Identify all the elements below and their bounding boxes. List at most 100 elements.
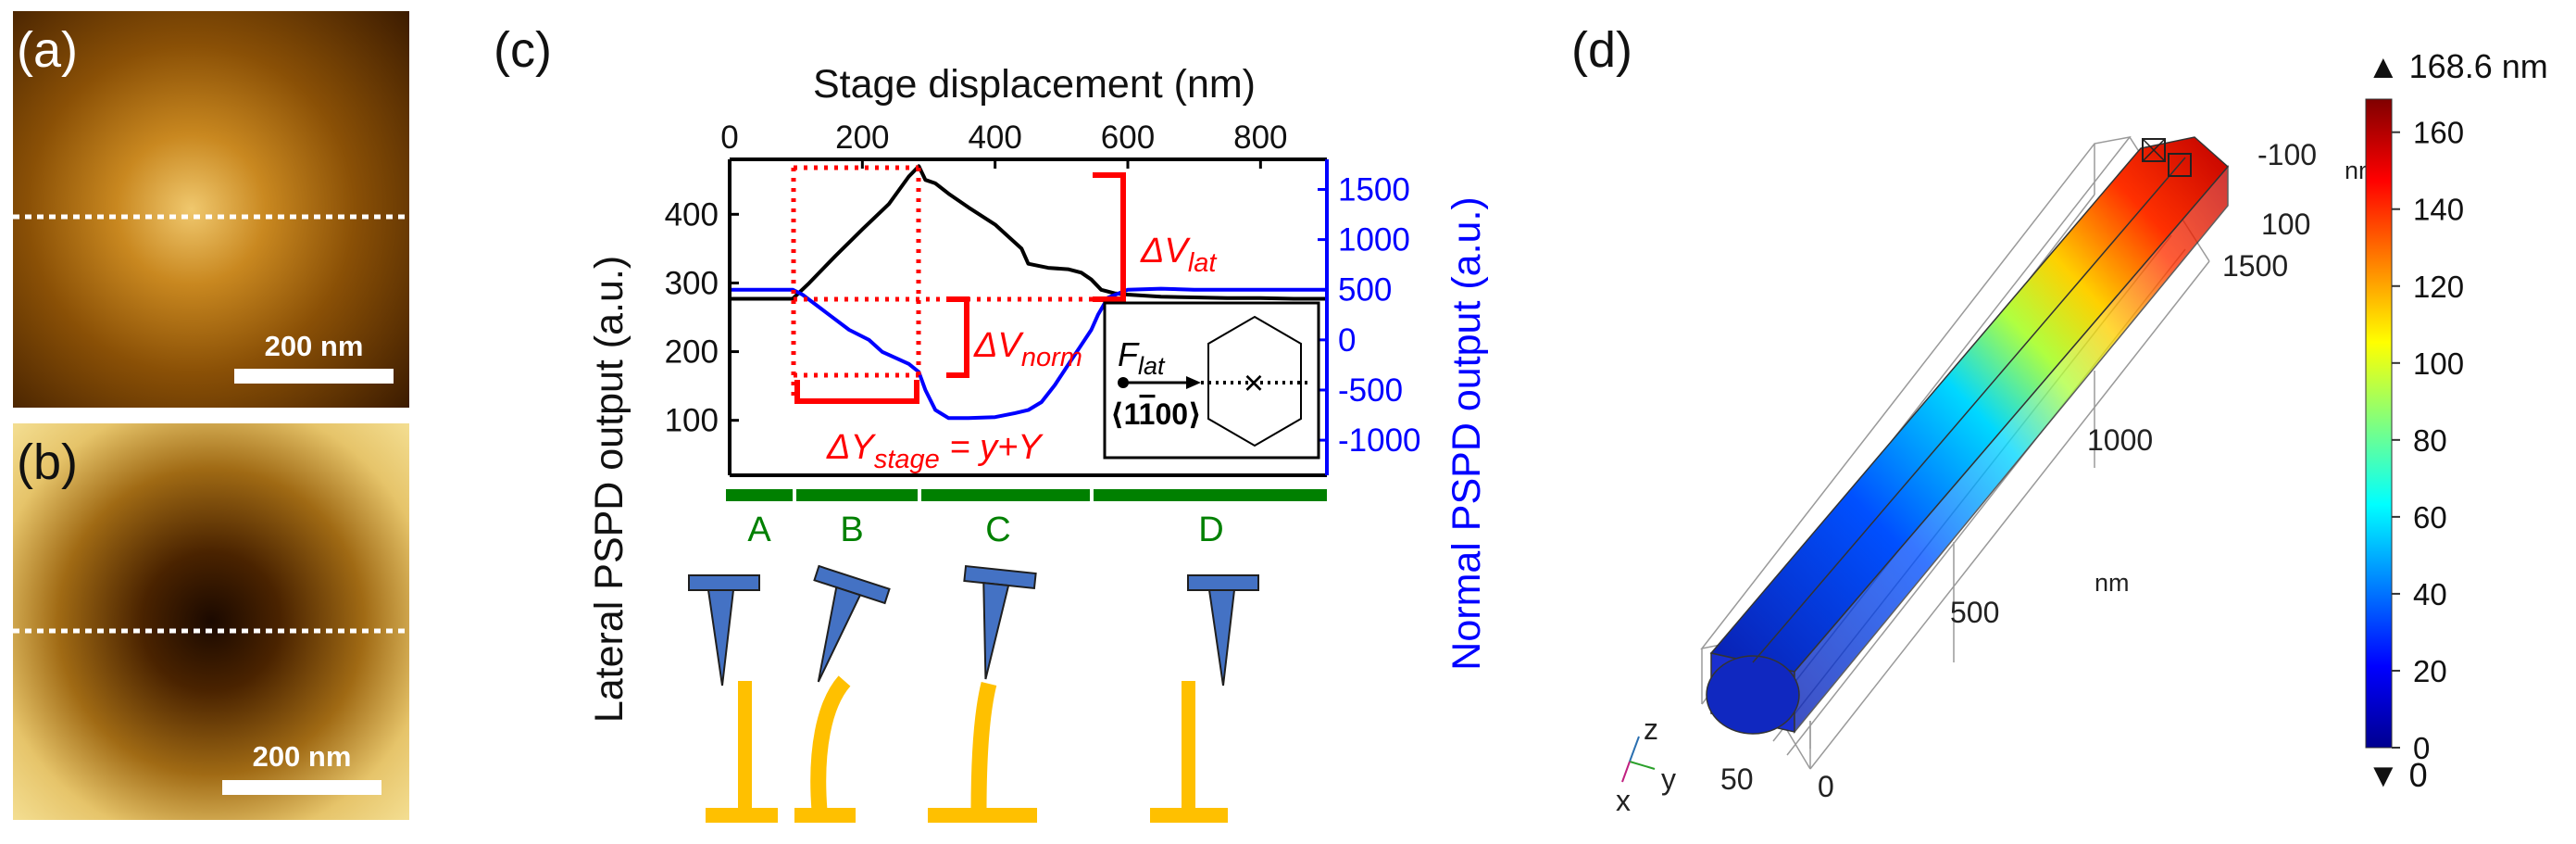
- substrate-d: [1150, 808, 1228, 823]
- panel-c: (c) Stage displacement (nm) Lateral PSPD…: [494, 22, 1489, 823]
- colorbar-tick-label: 60: [2413, 500, 2447, 535]
- panel-b-label: (b): [17, 435, 78, 490]
- right-axis-tick-label: 0: [1338, 322, 1356, 359]
- top-axis-title: Stage displacement (nm): [813, 62, 1256, 107]
- colorbar-max-label: ▲ 168.6 nm: [2367, 47, 2548, 85]
- lateral-pspd-line: [730, 164, 1327, 301]
- phase-bar-c: [921, 489, 1090, 501]
- right-axis-tick-label: 1000: [1338, 222, 1410, 258]
- inset-frame: [1103, 301, 1320, 460]
- right-axis-tick-label: 500: [1338, 272, 1392, 309]
- panel-b: 200 nm (b): [13, 423, 409, 820]
- colorbar-tick-label: 160: [2413, 116, 2464, 150]
- d-label-x-unit: nm: [2095, 569, 2130, 597]
- d-label-y-mid: 100: [2261, 208, 2310, 241]
- nanorod-c: [970, 681, 997, 812]
- brackets: [794, 172, 1126, 404]
- panel-d-axis-labels: -100 nm 100 1500 1000 nm 500 50 0: [1720, 138, 2380, 803]
- scale-bar-b-label: 200 nm: [253, 740, 352, 773]
- reference-marker-1-x2: [2142, 138, 2166, 162]
- substrate-b: [794, 808, 856, 823]
- schematic-a: [688, 574, 778, 823]
- delta-v-norm-label: ΔVnorm: [973, 326, 1082, 372]
- nanorod-top-face: [1709, 136, 2230, 673]
- phase-bar-d: [1094, 489, 1327, 501]
- nanorod-edge: [1752, 157, 2186, 663]
- tip-c: [982, 582, 1010, 680]
- colorbar-tick-label: 100: [2413, 346, 2464, 381]
- d-label-y-zero: 0: [1818, 770, 1834, 803]
- nanorod-end-cap: [1706, 655, 1800, 735]
- phase-label-b: B: [840, 510, 863, 549]
- schematic-c: [928, 564, 1037, 823]
- nanorod-a: [738, 681, 752, 811]
- inset-force-label: Flat: [1118, 335, 1166, 380]
- reference-marker-2: [2168, 153, 2192, 177]
- colorbar-min-label: ▼ 0: [2367, 756, 2428, 794]
- nanorod-b: [810, 675, 851, 812]
- right-axis-tick-label: -1000: [1338, 422, 1421, 459]
- phase-bar-a: [726, 489, 793, 501]
- colorbar-tick-label: 40: [2413, 577, 2447, 611]
- afm-image-b: [13, 423, 409, 820]
- triad-z-axis: [1629, 736, 1640, 762]
- cantilever-a: [688, 574, 760, 591]
- panel-d-label: (d): [1571, 22, 1632, 78]
- panel-c-label: (c): [494, 22, 552, 78]
- top-axis-tick-label: 200: [835, 120, 889, 156]
- chart-series: [730, 164, 1327, 421]
- phase-labels: A B C D: [747, 510, 1223, 549]
- schematic-d: [1150, 574, 1259, 823]
- left-axis-tick-label: 200: [665, 334, 719, 371]
- coordinate-triad: z y x: [1616, 712, 1676, 817]
- phase-bars: [726, 489, 1327, 501]
- afm-image-a: [13, 11, 409, 408]
- colorbar-tick-label: 140: [2413, 193, 2464, 227]
- force-arrowhead: [1186, 376, 1201, 389]
- colorbar-tick-label: 120: [2413, 270, 2464, 304]
- delta-v-lat-label: ΔVlat: [1140, 232, 1218, 278]
- tip-a: [707, 589, 735, 687]
- schematic-b: [794, 564, 891, 823]
- colorbar-tick-label: 0: [2413, 731, 2430, 765]
- panel-a-label: (a): [17, 22, 78, 78]
- colorbar: [2365, 98, 2393, 749]
- left-axis-tick-label: 100: [665, 403, 719, 439]
- d-label-x-mid: 1000: [2087, 423, 2153, 457]
- phase-bar-b: [796, 489, 918, 501]
- substrate-a: [706, 808, 778, 823]
- substrate-c: [928, 808, 1037, 823]
- delta-y-stage-label: ΔYstage = y+Y: [826, 428, 1044, 474]
- phase-label-a: A: [747, 510, 771, 549]
- left-axis-tick-label: 300: [665, 265, 719, 301]
- bracket-delta-v-norm: [946, 296, 969, 378]
- nanorod-d: [1182, 681, 1195, 811]
- colorbar-ticks: 160 140 120 100 80 60 40 20 0: [2392, 116, 2464, 765]
- scale-bar-b: [222, 780, 381, 795]
- panel-a: 200 nm (a): [13, 11, 409, 408]
- triad-y-axis: [1629, 761, 1656, 770]
- d-label-z-small: 50: [1720, 762, 1754, 796]
- panel-d: (d): [1571, 22, 2548, 817]
- bracket-delta-v-lat: [1093, 172, 1126, 302]
- bracket-delta-y-stage: [794, 380, 919, 404]
- top-axis-tick-label: 400: [968, 120, 1021, 156]
- top-axis-tick-label: 0: [720, 120, 738, 156]
- right-axis-tick-label: 1500: [1338, 171, 1410, 208]
- left-axis-title: Lateral PSPD output (a.u.): [587, 256, 631, 723]
- scale-bar-a: [234, 369, 394, 384]
- d-label-x-far: 1500: [2222, 249, 2288, 283]
- tip-d: [1207, 589, 1236, 687]
- triad-z-label: z: [1644, 712, 1658, 746]
- phase-label-c: C: [985, 510, 1010, 549]
- nanorod-3d: [1706, 136, 2230, 735]
- phase-label-d: D: [1198, 510, 1223, 549]
- triad-x-axis: [1621, 761, 1631, 783]
- scale-bar-a-label: 200 nm: [265, 330, 364, 362]
- d-label-x-near: 500: [1950, 596, 1999, 629]
- hexagon-marker: ×: [1244, 364, 1264, 403]
- right-axis-tick-label: -500: [1338, 372, 1403, 409]
- triad-y-label: y: [1661, 762, 1676, 796]
- d-label-y-top: -100: [2257, 138, 2317, 171]
